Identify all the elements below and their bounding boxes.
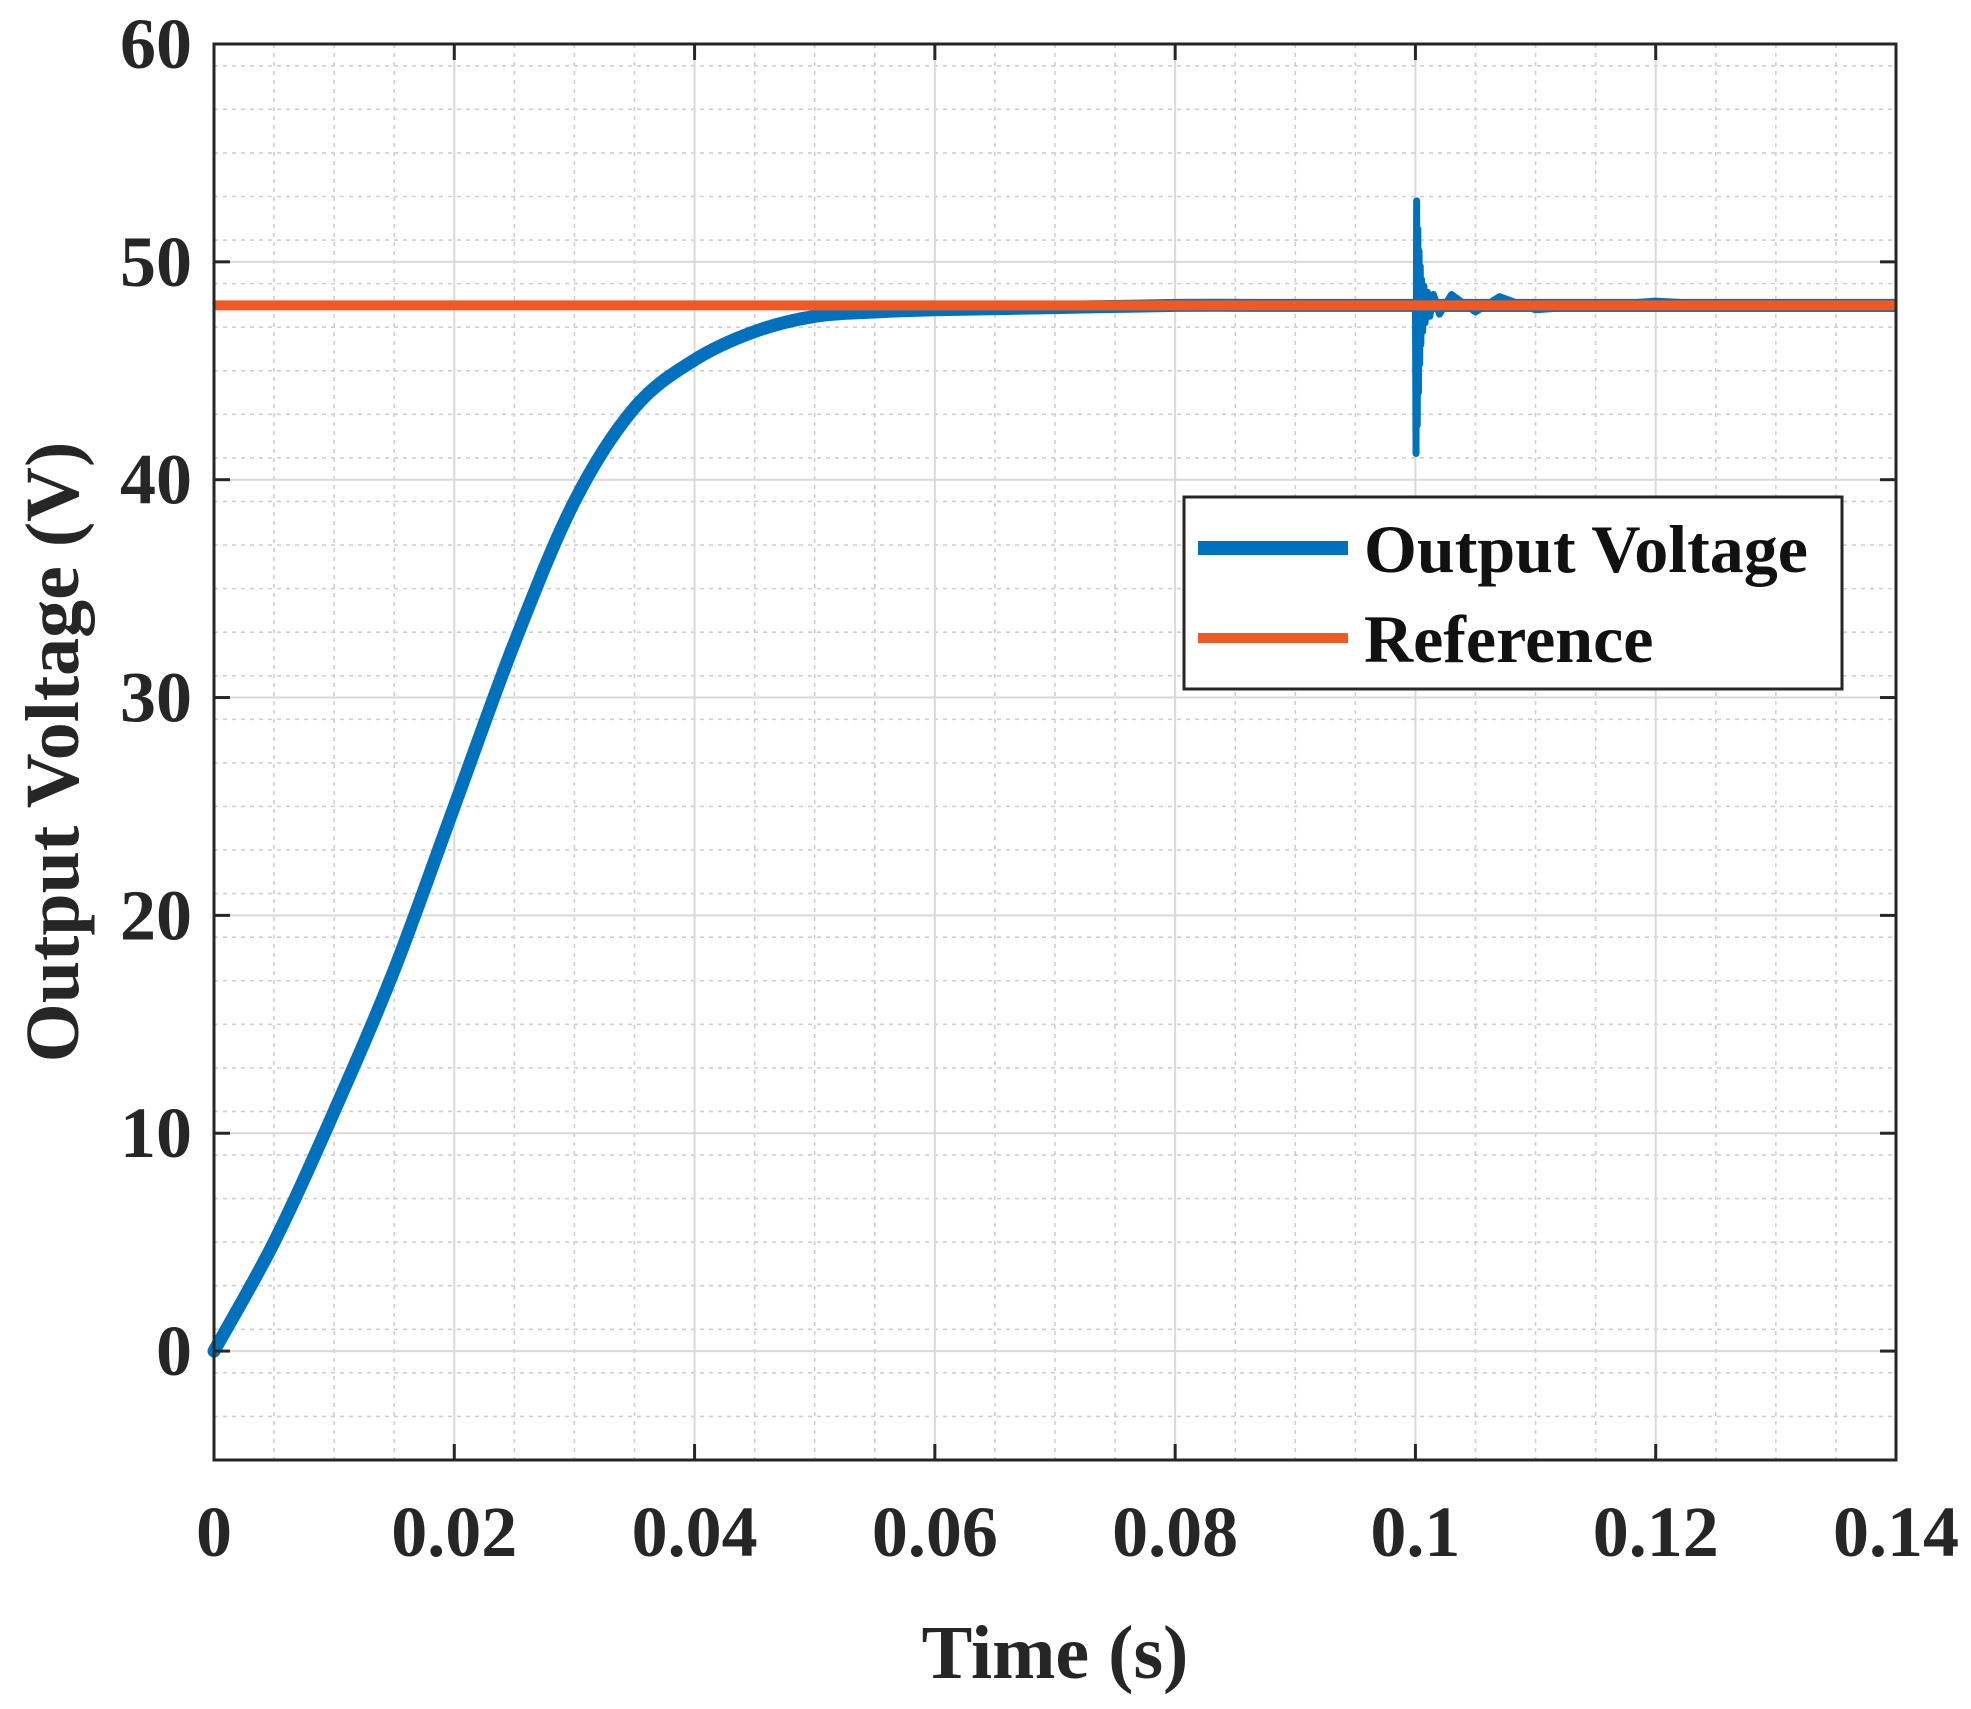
y-tick-labels: 0 10 20 30 40 50 60 bbox=[120, 4, 192, 1391]
legend-label-reference: Reference bbox=[1364, 601, 1653, 677]
series-output-voltage-disturbance bbox=[1411, 197, 1897, 458]
legend: Output Voltage Reference bbox=[1182, 495, 1844, 691]
plot-background bbox=[214, 44, 1896, 1460]
y-axis-title: Output Voltage (V) bbox=[11, 442, 95, 1063]
x-tick-label: 0.1 bbox=[1370, 1492, 1460, 1572]
y-tick-label: 30 bbox=[120, 658, 192, 738]
y-tick-label: 60 bbox=[120, 4, 192, 84]
legend-label-output-voltage: Output Voltage bbox=[1364, 511, 1808, 587]
x-tick-label: 0.08 bbox=[1112, 1492, 1238, 1572]
x-tick-label: 0.12 bbox=[1593, 1492, 1719, 1572]
y-tick-label: 10 bbox=[120, 1093, 192, 1173]
y-tick-label: 50 bbox=[120, 222, 192, 302]
x-tick-label: 0.02 bbox=[391, 1492, 517, 1572]
x-tick-label: 0 bbox=[196, 1492, 232, 1572]
plot-frame bbox=[212, 42, 1898, 1462]
y-tick-label: 0 bbox=[156, 1311, 192, 1391]
x-tick-labels: 0 0.02 0.04 0.06 0.08 0.1 0.12 0.14 bbox=[196, 1492, 1959, 1572]
axis-ticks bbox=[212, 42, 1898, 1460]
y-tick-label: 40 bbox=[120, 440, 192, 520]
series-layer bbox=[207, 197, 1897, 1358]
x-tick-label: 0.06 bbox=[872, 1492, 998, 1572]
x-axis-title: Time (s) bbox=[922, 1611, 1189, 1695]
minor-grid bbox=[214, 44, 1896, 1460]
x-tick-label: 0.04 bbox=[632, 1492, 758, 1572]
x-tick-label: 0.14 bbox=[1833, 1492, 1959, 1572]
legend-box bbox=[1182, 495, 1844, 691]
y-tick-label: 20 bbox=[120, 875, 192, 955]
